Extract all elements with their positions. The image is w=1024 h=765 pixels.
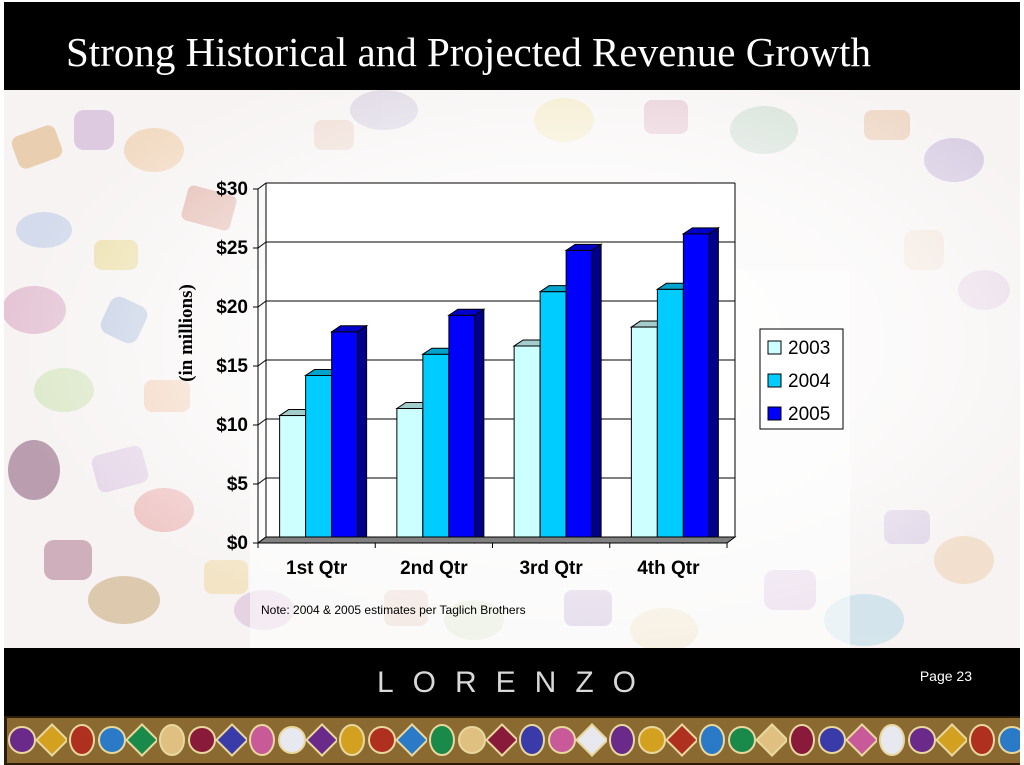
jewel-gem: [728, 726, 756, 754]
plot-floor: [256, 536, 737, 544]
jewel-gem: [665, 723, 699, 757]
title-bar: Strong Historical and Projected Revenue …: [4, 2, 1020, 90]
gridline-side: [257, 477, 267, 485]
chart-note: Note: 2004 & 2005 estimates per Taglich …: [261, 603, 526, 617]
y-tick-label: $5: [227, 474, 249, 495]
bar: [329, 324, 369, 544]
category-labels: 1st Qtr 2nd Qtr 3rd Qtr 4th Qtr: [286, 558, 700, 579]
legend-swatch: [767, 406, 782, 421]
legend: 2003 2004 2005: [759, 328, 844, 430]
gridline-side: [257, 418, 267, 426]
jewel-gem: [368, 726, 396, 754]
jewel-gem: [818, 726, 846, 754]
tick-labels: $0 $5 $10 $15 $20 $25 $30: [216, 179, 248, 554]
bar-front: [630, 326, 658, 544]
jewel-gem: [278, 726, 306, 754]
y-tick-label: $10: [216, 415, 248, 436]
jewel-gem: [188, 726, 216, 754]
y-tick-label: $25: [216, 238, 248, 259]
gridline-side: [257, 182, 267, 190]
jewel-gem: [755, 723, 789, 757]
jewel-gem: [638, 726, 666, 754]
jewel-gem: [575, 723, 609, 757]
x-category-label: 1st Qtr: [286, 558, 348, 579]
bar-front: [539, 291, 567, 544]
jewel-gem: [69, 724, 95, 756]
jewel-gem: [519, 724, 545, 756]
jewel-gem: [789, 724, 815, 756]
bars-layer: [277, 226, 721, 544]
jewel-gem: [215, 723, 249, 757]
gridline-side: [257, 300, 267, 308]
jewel-gem: [699, 724, 725, 756]
jewel-gem: [908, 726, 936, 754]
jewel-gem: [98, 726, 126, 754]
x-category-label: 4th Qtr: [637, 558, 700, 579]
bar-front: [513, 345, 541, 544]
y-tick-label: $0: [227, 533, 248, 554]
bar-front: [656, 288, 684, 544]
footer-bar: LORENZO Page 23: [4, 648, 1020, 716]
bar-front: [565, 249, 593, 544]
legend-label: 2005: [788, 404, 830, 425]
gridline-side: [257, 241, 267, 249]
bar: [681, 226, 721, 544]
bar-side: [591, 243, 602, 544]
bar-front: [448, 314, 476, 544]
jewel-gem: [548, 726, 576, 754]
slide-title: Strong Historical and Projected Revenue …: [66, 29, 872, 75]
jewel-gem: [249, 724, 275, 756]
page-number: Page 23: [919, 668, 972, 684]
jewelry-illustration: [7, 718, 1020, 763]
x-category-label: 2nd Qtr: [400, 558, 468, 579]
brand-logo: LORENZO: [376, 666, 656, 699]
jewel-gem: [609, 724, 635, 756]
jewel-gem: [305, 723, 339, 757]
legend-label: 2003: [788, 338, 830, 359]
jewel-gem: [395, 723, 429, 757]
bar: [447, 308, 486, 544]
jewel-gem: [485, 723, 519, 757]
legend-swatch: [767, 340, 782, 355]
gridline-side: [257, 359, 267, 367]
y-axis-title: (in millions): [176, 284, 197, 382]
jewelry-band-image: [4, 716, 1020, 765]
jewel-gem: [935, 723, 969, 757]
bar-side: [357, 324, 368, 544]
jewel-gem: [429, 724, 455, 756]
bar-front: [396, 407, 424, 544]
jewel-gem: [998, 726, 1020, 754]
bar-side: [708, 226, 719, 544]
legend-swatch: [767, 373, 782, 388]
legend-label: 2004: [788, 371, 831, 392]
axis-layer: [253, 183, 737, 548]
bar-front: [682, 233, 710, 544]
jewel-gem: [339, 724, 365, 756]
bar: [564, 243, 603, 544]
bar-front: [331, 331, 359, 544]
bar-side: [474, 308, 485, 544]
jewel-gem: [35, 723, 69, 757]
jewel-gem: [458, 726, 486, 754]
bar-front: [422, 353, 450, 544]
jewel-gem: [8, 726, 36, 754]
y-tick-label: $20: [216, 297, 248, 318]
jewel-gem: [159, 724, 185, 756]
jewel-gem: [845, 723, 879, 757]
bar-front: [279, 415, 307, 544]
y-tick-label: $30: [216, 179, 248, 200]
bar-front: [305, 374, 333, 544]
jewel-gem: [879, 724, 905, 756]
jewel-gem: [969, 724, 995, 756]
y-tick-label: $15: [216, 356, 248, 377]
jewel-gem: [125, 723, 159, 757]
x-category-label: 3rd Qtr: [519, 558, 583, 579]
